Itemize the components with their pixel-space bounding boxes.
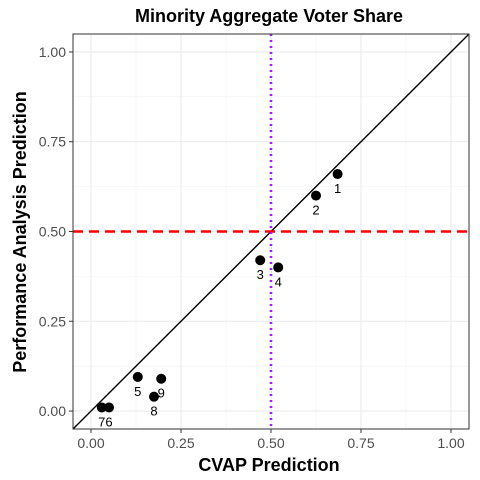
point-label: 8 <box>150 404 157 419</box>
point-label: 4 <box>275 274 282 289</box>
data-point <box>332 169 343 180</box>
y-tick-label: 1.00 <box>39 44 66 60</box>
data-point <box>255 255 266 266</box>
data-point <box>104 402 114 413</box>
axis-ticks: 0.00 0.25 0.50 0.75 1.00 0.00 0.25 0.50 0.75 1.00 <box>39 44 465 451</box>
data-point <box>156 373 167 384</box>
x-axis-title: CVAP Prediction <box>198 455 339 475</box>
chart-title: Minority Aggregate Voter Share <box>135 6 403 26</box>
point-label: 9 <box>158 386 165 401</box>
data-point <box>311 190 321 201</box>
point-label: 5 <box>134 384 141 399</box>
x-tick-label: 0.00 <box>77 435 104 451</box>
y-axis-title: Performance Analysis Prediction <box>10 91 30 372</box>
x-tick-label: 0.75 <box>347 435 374 451</box>
point-label: 2 <box>312 203 319 218</box>
point-label: 1 <box>334 181 341 196</box>
point-label: 3 <box>257 267 264 282</box>
point-label: 6 <box>105 414 112 429</box>
data-points: 12 3 4 5 67 89 <box>96 169 343 429</box>
y-tick-label: 0.00 <box>39 403 66 419</box>
data-point <box>149 391 159 402</box>
y-tick-label: 0.75 <box>39 134 66 150</box>
data-point <box>96 402 107 413</box>
point-label: 7 <box>98 414 105 429</box>
x-tick-label: 0.25 <box>167 435 194 451</box>
y-tick-label: 0.50 <box>39 224 66 240</box>
reference-lines <box>72 33 470 430</box>
data-point <box>132 371 143 382</box>
data-point <box>273 262 284 273</box>
x-tick-label: 1.00 <box>437 435 464 451</box>
x-tick-label: 0.50 <box>257 435 284 451</box>
y-tick-label: 0.25 <box>39 313 66 329</box>
